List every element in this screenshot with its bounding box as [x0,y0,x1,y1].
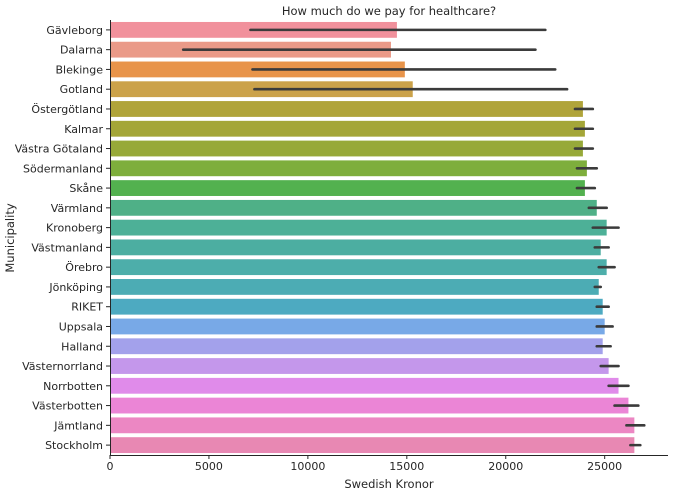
bar-riket [110,298,603,315]
bar-uppsala [110,318,605,335]
y-tick-label: Örebro [65,261,103,274]
x-tick-label: 10000 [290,460,325,473]
bar-stockholm [110,437,635,454]
x-tick-label: 0 [107,460,114,473]
y-tick-label: Uppsala [59,320,103,333]
bar-varmland [110,199,597,216]
bar-jamtland [110,417,635,434]
y-tick-label: Kalmar [64,123,103,136]
x-tick-label: 25000 [587,460,622,473]
y-tick-label: Gävleborg [46,24,103,37]
y-tick-label: Norrbotten [43,380,103,393]
y-tick-label: Halland [61,340,103,353]
bar-kalmar [110,120,585,137]
y-tick-label: Blekinge [55,63,103,76]
bar-vastra-gotaland [110,140,583,157]
x-tick-label: 20000 [488,460,523,473]
y-tick-label: Dalarna [60,44,103,57]
bar-vasternorrland [110,358,609,374]
error-bars [181,28,646,447]
bar-vasterbotten [110,397,629,414]
bar-halland [110,338,603,355]
y-tick-label: Södermanland [23,162,103,175]
y-tick-label: Stockholm [45,439,103,452]
bar-vastmanland [110,239,601,256]
y-tick-label: Värmland [51,202,103,215]
x-tick-label: 15000 [389,460,424,473]
y-tick-label: Västerbotten [32,400,103,413]
y-tick-label: Kronoberg [46,222,103,235]
y-tick-labels: Gävleborg Dalarna Blekinge Gotland Östergötl… [15,24,110,452]
bar-skane [110,180,585,196]
y-tick-label: RIKET [71,301,103,314]
y-tick-label: Jämtland [53,419,103,432]
x-tick-label: 5000 [195,460,223,473]
x-axis-label: Swedish Kronor [344,477,434,491]
y-tick-label: Jönköping [48,281,103,294]
x-tick-labels: 0 5000 10000 15000 20000 25000 [107,455,622,473]
y-tick-label: Östergötland [31,103,103,116]
bar-orebro [110,259,607,276]
bar-sodermanland [110,160,587,177]
bar-norrbotten [110,377,619,394]
y-tick-label: Västra Götaland [15,143,103,156]
bar-ostergotland [110,101,583,117]
y-tick-label: Västernorrland [22,360,103,373]
y-tick-label: Gotland [60,83,103,96]
bars [110,21,635,454]
bar-jonkoping [110,279,599,295]
y-axis-label: Municipality [3,203,17,272]
y-tick-label: Skåne [69,182,103,195]
bar-kronoberg [110,219,607,236]
chart-title: How much do we pay for healthcare? [282,4,496,18]
y-tick-label: Västmanland [31,241,103,254]
